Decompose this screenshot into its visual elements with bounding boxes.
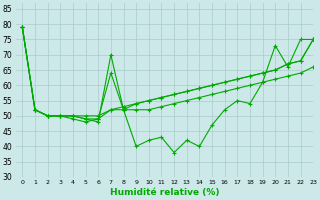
- X-axis label: Humidité relative (%): Humidité relative (%): [110, 188, 220, 197]
